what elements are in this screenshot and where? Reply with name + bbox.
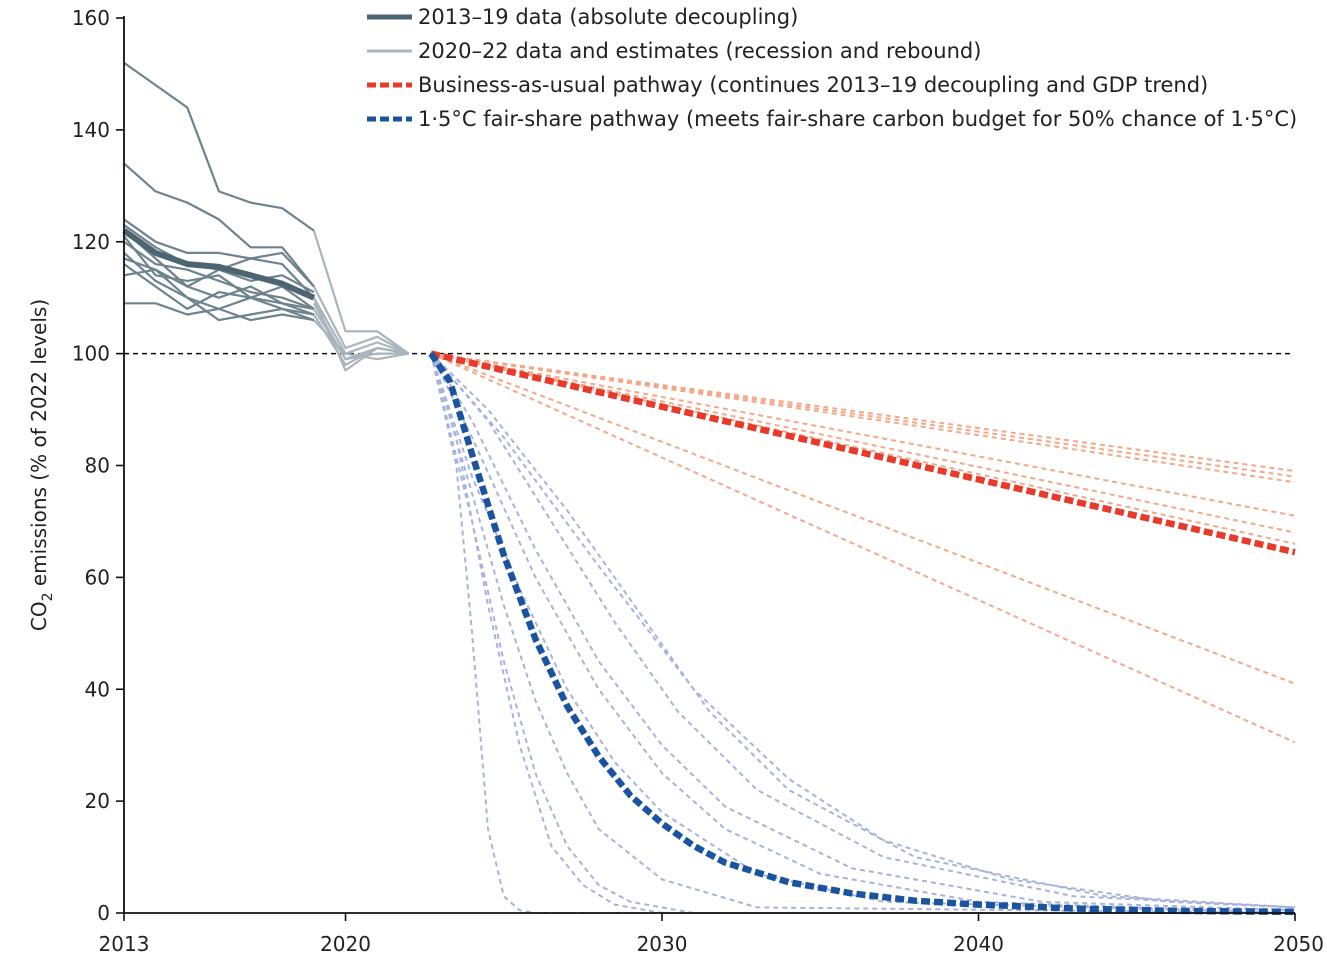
series-line-fairshare-32 [430, 353, 1296, 914]
series-line-recession-14 [312, 285, 410, 355]
series-line-historical-10 [124, 302, 315, 322]
series-layer [122, 61, 1296, 916]
series-line-historical-11 [123, 257, 315, 310]
x-tick-label: 2030 [637, 932, 688, 956]
series-line-historical-0 [123, 61, 315, 232]
series-line-recession-19 [313, 319, 410, 355]
y-tick-label: 60 [85, 565, 110, 589]
x-tick-label: 2040 [953, 932, 1004, 956]
series-line-fairshare-36 [430, 352, 1296, 909]
legend-label-2: Business-as-usual pathway (continues 201… [418, 73, 1208, 97]
y-axis-title-rest: emissions (% of 2022 levels) [27, 299, 51, 593]
legend-label-0: 2013–19 data (absolute decoupling) [418, 5, 798, 29]
series-line-bau-24 [430, 352, 1296, 517]
y-tick-label: 20 [85, 789, 110, 813]
series-line-bau-23 [430, 352, 1296, 484]
y-tick-label: 160 [72, 6, 110, 30]
series-line-bau-28 [430, 352, 1296, 744]
y-tick-label: 120 [72, 230, 110, 254]
y-axis-title-subscript: 2 [40, 592, 56, 601]
series-line-historical-2 [123, 218, 315, 299]
series-line-fairshare-mean-40 [428, 351, 1296, 916]
series-line-recession-18 [312, 297, 409, 361]
series-line-recession-13 [312, 230, 410, 355]
series-line-historical-1 [123, 162, 315, 288]
x-tick-label: 2013 [99, 932, 150, 956]
series-line-bau-27 [430, 352, 1296, 685]
x-tick-label: 2050 [1273, 932, 1324, 956]
y-tick-label: 140 [72, 118, 110, 142]
series-line-historical-6 [123, 240, 315, 310]
series-line-bau-mean-29 [430, 350, 1296, 556]
y-tick-label: 0 [97, 901, 110, 925]
series-line-recession-20 [312, 302, 409, 361]
legend-label-3: 1·5°C fair-share pathway (meets fair-sha… [418, 107, 1297, 131]
legend: 2013–19 data (absolute decoupling) 2020–2… [367, 5, 1297, 131]
series-line-fairshare-37 [430, 352, 1296, 909]
y-tick-label: 40 [85, 677, 110, 701]
y-axis-title: CO2 emissions (% of 2022 levels) [27, 299, 56, 631]
series-line-fairshare-31 [430, 353, 1295, 914]
legend-label-1: 2020–22 data and estimates (recession an… [418, 39, 981, 63]
y-tick-label: 100 [72, 342, 110, 366]
series-line-fairshare-35 [430, 353, 1296, 912]
series-line-fairshare-38 [430, 352, 1296, 909]
x-tick-label: 2020 [320, 932, 371, 956]
y-tick-label: 80 [85, 454, 110, 478]
series-line-fairshare-34 [430, 353, 1296, 914]
series-line-fairshare-39 [430, 353, 1295, 914]
y-axis-title-main: CO [27, 601, 51, 631]
series-line-historical-mean-12 [122, 228, 316, 301]
